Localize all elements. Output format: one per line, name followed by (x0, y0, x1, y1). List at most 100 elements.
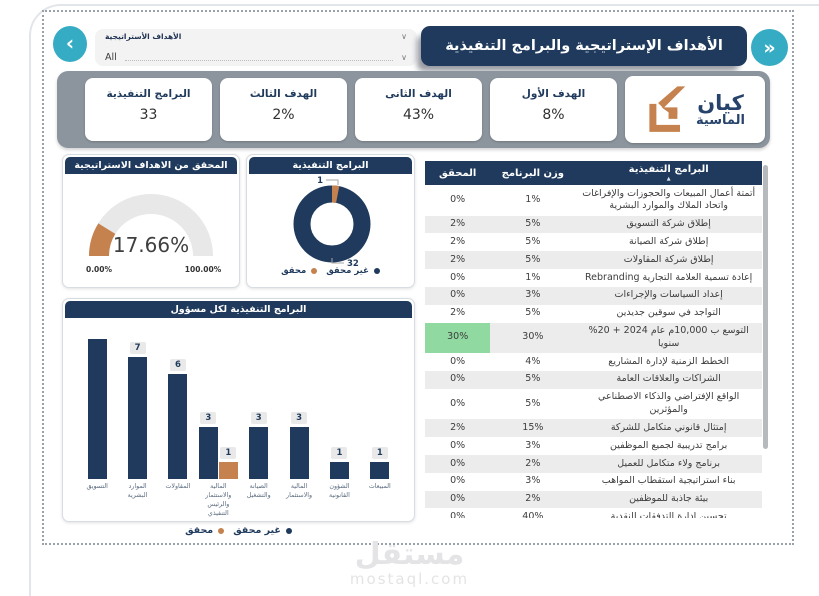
bar-category-label: التسويق (86, 483, 108, 490)
page-outer-border (29, 4, 819, 596)
programs-table-panel: البرامج التنفيذية ▲ وزن البرنامج المحقق … (425, 161, 762, 518)
gauge-min-label: 0.00% (86, 265, 113, 274)
bar-category-label: المالية والاستثمار (286, 483, 313, 500)
bar-group: 3 (279, 326, 319, 479)
bar-not-achieved[interactable] (87, 339, 107, 479)
bar-chart-panel: البرامج التنفيذية لكل مسؤول 7 (62, 298, 415, 536)
table-row[interactable]: إعداد السياسات والإجراءات 3% 0% (425, 286, 762, 305)
donut-callout-line-not-achieved (331, 258, 344, 264)
highlighted-cell: 30% (425, 322, 491, 354)
bar-not-achieved[interactable] (198, 426, 218, 479)
bar-group (77, 326, 117, 479)
bar-achieved[interactable] (218, 461, 238, 479)
table-row[interactable]: إطلاق شركة الصيانة 5% 2% (450, 235, 709, 247)
gauge-max-label: 100.00% (185, 265, 222, 274)
chevron-double-right-icon: » (763, 36, 776, 59)
donut-slice-achieved[interactable] (293, 185, 371, 263)
bar-category-label: المالية والاستثمار والرئيس التنفيذي (205, 483, 232, 518)
bar-value-badge: 1 (331, 446, 348, 459)
bar-not-achieved[interactable] (249, 426, 269, 479)
table-row[interactable]: بيئة جاذبة للموظفين 2% 0% (425, 490, 762, 509)
nav-forward-button[interactable]: » (751, 29, 788, 66)
table-row[interactable]: بناء استراتيجية استقطاب المواهب 3% 0% (450, 475, 736, 487)
bar-group: 7 (117, 326, 157, 479)
chevron-down-icon[interactable]: ∨ (401, 53, 407, 62)
bar-not-achieved[interactable] (329, 461, 349, 479)
table-row[interactable]: أتمتة أعمال المبيعات والحجوزات والإفراغا… (450, 187, 756, 212)
legend-dot-achieved-icon (218, 527, 225, 534)
legend-dot-not-achieved-icon (373, 268, 380, 274)
donut-slice-not-achieved[interactable] (293, 185, 371, 263)
legend-item-not-achieved[interactable]: غير محقق (326, 266, 369, 276)
filter-value-row[interactable]: All ∨ (105, 52, 407, 63)
donut-callout-line-achieved (326, 179, 339, 185)
legend-item-achieved[interactable]: محقق (281, 266, 307, 276)
chevron-down-icon[interactable]: ∨ (401, 32, 407, 41)
kpi-label: البرامج التنفيذية (106, 88, 191, 100)
column-header-programs[interactable]: البرامج التنفيذية ▲ (575, 161, 762, 185)
column-header-weight[interactable]: وزن البرنامج (490, 161, 576, 185)
kpi-value: 43% (402, 107, 435, 123)
table-row[interactable]: إطلاق شركة المقاولات 5% 2% (425, 251, 762, 270)
nav-back-button[interactable]: ‹ (53, 26, 87, 62)
legend-dot-achieved-icon (311, 268, 318, 274)
bar-not-achieved[interactable] (370, 461, 390, 479)
bar-group: 6 (158, 326, 198, 479)
bar-x-axis: التسويق الموارد البشرية المقاولات المالي… (77, 482, 400, 524)
sort-ascending-icon[interactable]: ▲ (666, 176, 671, 182)
donut-chart: 1 32 (293, 176, 371, 268)
table-row[interactable]: إمتثال قانوني متكامل للشركة 15% 2% (425, 419, 762, 438)
table-row[interactable]: برنامج ولاء متكامل للعميل 2% 0% (425, 455, 762, 473)
legend-item-achieved[interactable]: محقق (185, 525, 214, 536)
table-row[interactable]: الواقع الإفتراضي والذكاء الاصطناعي والمؤ… (450, 391, 740, 416)
watermark-brand: مستقل (354, 537, 465, 572)
kpi-strip: البرامج التنفيذية 33 الهدف الثالث 2% اله… (57, 71, 770, 148)
kayan-logo: كيان الماسية (625, 76, 765, 143)
table-row[interactable]: التواجد في سوقين جديدين 5% 2% (450, 307, 721, 319)
chevron-left-icon: ‹ (65, 31, 75, 55)
kpi-label: الهدف الثالث (249, 88, 318, 100)
kpi-label: الهدف الثانى (385, 88, 452, 100)
filter-dotted-leader (124, 54, 394, 62)
bar-not-achieved[interactable] (289, 426, 309, 479)
gauge-panel-title: المحقق من الاهداف الاستراتيجية (65, 157, 237, 174)
table-row[interactable]: إعادة تسمية العلامة التجارية Rebranding 1… (450, 271, 753, 283)
column-header-achieved[interactable]: المحقق (425, 161, 491, 185)
kpi-value: 33 (139, 107, 158, 123)
page-title: الأهداف الإستراتيجية والبرامج التنفيذية (421, 26, 747, 66)
table-scrollbar[interactable] (763, 163, 768, 515)
programs-table: البرامج التنفيذية ▲ وزن البرنامج المحقق … (425, 161, 762, 518)
bar-value-badge: 7 (129, 341, 146, 354)
filter-header-row: الأهداف الأستراتيجية ∨ (105, 32, 407, 41)
bar-value-badge: 1 (371, 446, 388, 459)
logo-line1: كيان (697, 90, 744, 115)
gauge-value-arc (89, 194, 213, 257)
table-row[interactable]: الخطط الزمنية لإدارة المشاريع 4% 0% (450, 355, 730, 367)
gauge-value-label: 17.66% (113, 233, 189, 257)
bar-not-achieved[interactable] (168, 374, 188, 479)
table-row[interactable]: برامج تدريبية لجميع الموظفين 3% 0% (450, 439, 728, 451)
bar-panel-title: البرامج التنفيذية لكل مسؤول (65, 301, 412, 318)
kpi-label: الهدف الأول (521, 88, 586, 100)
table-header-row: البرامج التنفيذية ▲ وزن البرنامج المحقق (425, 161, 762, 185)
table-row[interactable]: التوسع ب 10,000م عام 2024 + 20% سنويا 30%… (425, 322, 762, 354)
bar-plot-area: 7 6 3 (77, 326, 400, 479)
bar-category-label: الصيانة والتشغيل (246, 483, 271, 500)
legend-item-not-achieved[interactable]: غير محقق (233, 525, 281, 536)
kpi-value: 2% (272, 107, 295, 123)
table-scrollbar-thumb[interactable] (763, 165, 768, 449)
table-row[interactable]: الشراكات والعلاقات العامة 5% 0% (425, 370, 762, 389)
legend-dot-not-achieved-icon (285, 527, 292, 534)
table-row[interactable]: تحسين إدارة التدفقات النقدية 40% 0% (450, 510, 727, 518)
bar-not-achieved[interactable] (128, 356, 148, 479)
bar-group: 1 (319, 326, 359, 479)
logo-line2: الماسية (696, 112, 745, 128)
table-row[interactable]: إطلاق شركة التسويق 5% 2% (425, 215, 762, 234)
bar-value-badge: 3 (250, 411, 267, 424)
strategic-goals-filter[interactable]: الأهداف الأستراتيجية ∨ All ∨ (95, 29, 417, 66)
bar-group: 3 (239, 326, 279, 479)
kayan-logo-text: كيان الماسية (696, 92, 745, 128)
watermark: مستقل mostaql.com (0, 540, 819, 587)
bar-value-badge: 6 (169, 359, 186, 371)
